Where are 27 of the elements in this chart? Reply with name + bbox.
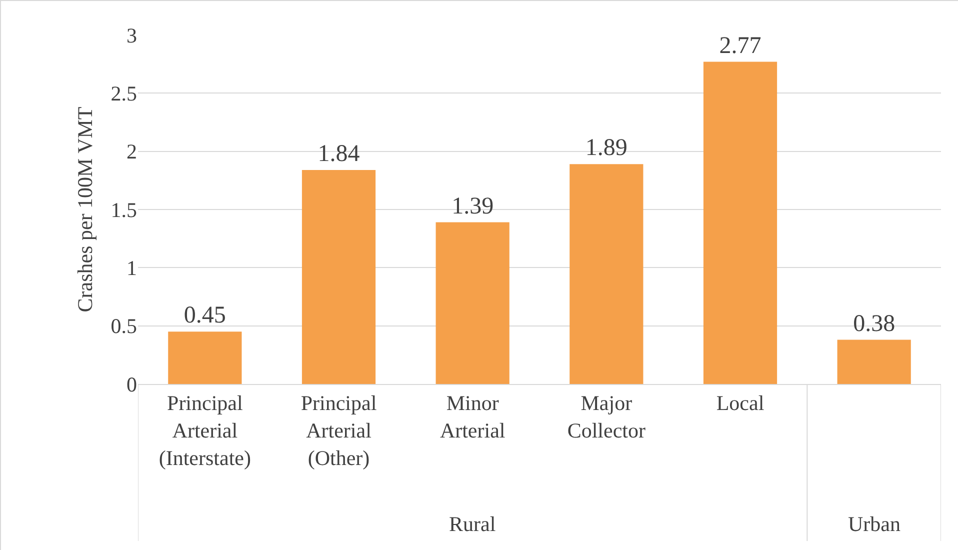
text: Rural xyxy=(449,512,496,536)
data-label: 0.45 xyxy=(184,302,226,329)
y-tick-label: 0.5 xyxy=(110,314,137,338)
bar xyxy=(570,164,644,384)
y-tick-label: 0 xyxy=(126,372,137,396)
x-tick-label: Minor Arterial xyxy=(440,391,506,442)
y-axis-title: Crashes per 100M VMT xyxy=(72,106,97,312)
bar xyxy=(302,170,376,384)
text: Urban xyxy=(848,512,901,536)
bar xyxy=(837,340,911,384)
y-tick-label: 2 xyxy=(126,140,137,164)
bar xyxy=(168,332,242,384)
data-label: 1.84 xyxy=(318,140,360,167)
bar xyxy=(436,222,510,384)
data-label: 0.38 xyxy=(853,310,896,337)
x-tick-label: Local xyxy=(716,391,764,416)
x-tick-label: Principal Arterial (Other) xyxy=(300,391,377,470)
x-tick-label: Major Collector xyxy=(567,391,646,442)
bar xyxy=(703,62,778,384)
x-tick-label: Principal Arterial (Interstate) xyxy=(158,391,251,470)
y-tick-label: 1.5 xyxy=(110,198,137,222)
data-label: 1.89 xyxy=(585,135,628,162)
data-label: 1.39 xyxy=(452,193,494,220)
data-label: 2.77 xyxy=(719,32,762,59)
y-tick-label: 1 xyxy=(126,256,137,280)
y-tick-label: 2.5 xyxy=(110,82,137,106)
y-tick-label: 3 xyxy=(126,23,137,48)
